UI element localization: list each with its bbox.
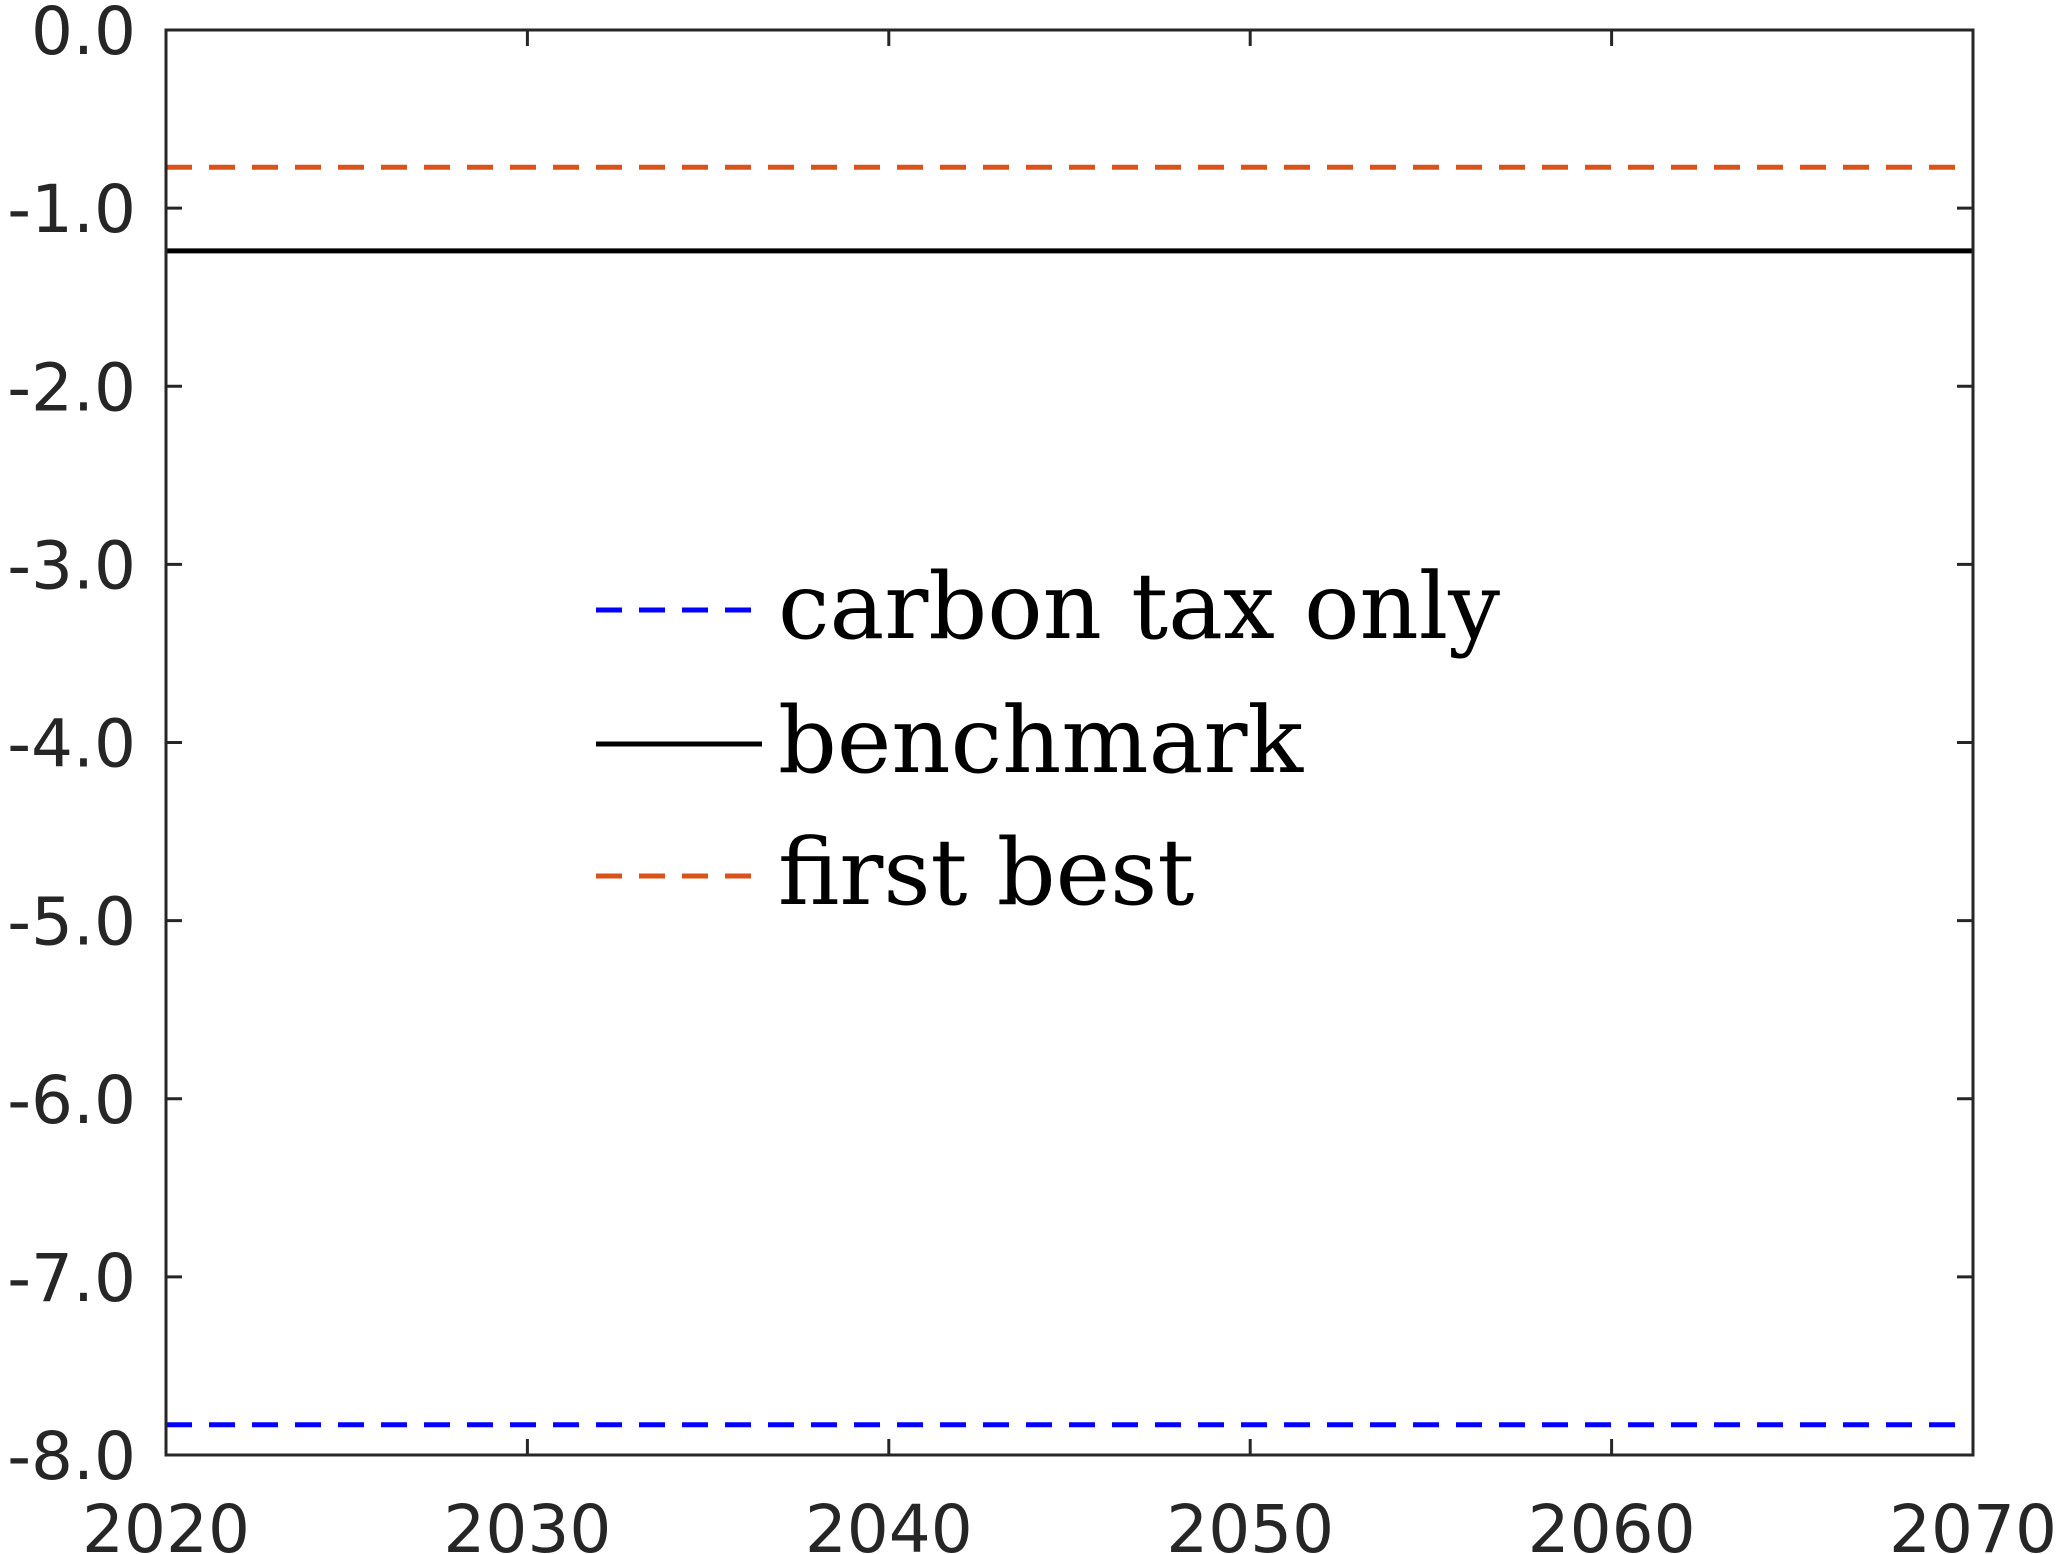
x-tick-label: 2020 [82, 1491, 250, 1554]
legend-item-carbon-tax-only: carbon tax only [596, 553, 1500, 660]
y-tick-label: -5.0 [7, 884, 136, 961]
legend-label: carbon tax only [778, 553, 1500, 660]
y-tick-labels: 0.0 -1.0 -2.0 -3.0 -4.0 -5.0 -6.0 -7.0 -8.0 [7, 0, 136, 1495]
y-tick-label: -1.0 [7, 171, 136, 248]
x-tick-label: 2030 [443, 1491, 611, 1554]
legend-label: benchmark [778, 687, 1304, 794]
legend-item-benchmark: benchmark [596, 687, 1304, 794]
tick-layer [164, 28, 1975, 1457]
y-tick-label: -6.0 [7, 1062, 136, 1139]
y-tick-label: -2.0 [7, 349, 136, 426]
x-tick-label: 2040 [805, 1491, 973, 1554]
y-tick-label: -3.0 [7, 527, 136, 604]
y-tick-label: -7.0 [7, 1240, 136, 1317]
legend-item-first-best: first best [596, 819, 1194, 926]
y-tick-label: 0.0 [31, 0, 136, 70]
legend: carbon tax only benchmark first best [596, 553, 1500, 926]
plot-background [166, 30, 1973, 1455]
y-tick-label: -8.0 [7, 1418, 136, 1495]
x-tick-label: 2070 [1889, 1491, 2057, 1554]
legend-label: first best [778, 819, 1194, 926]
series-layer [166, 164, 1973, 1428]
x-tick-label: 2050 [1166, 1491, 1334, 1554]
y-tick-label: -4.0 [7, 706, 136, 783]
x-tick-labels: 2020 2030 2040 2050 2060 2070 [82, 1491, 2057, 1554]
x-tick-label: 2060 [1528, 1491, 1696, 1554]
